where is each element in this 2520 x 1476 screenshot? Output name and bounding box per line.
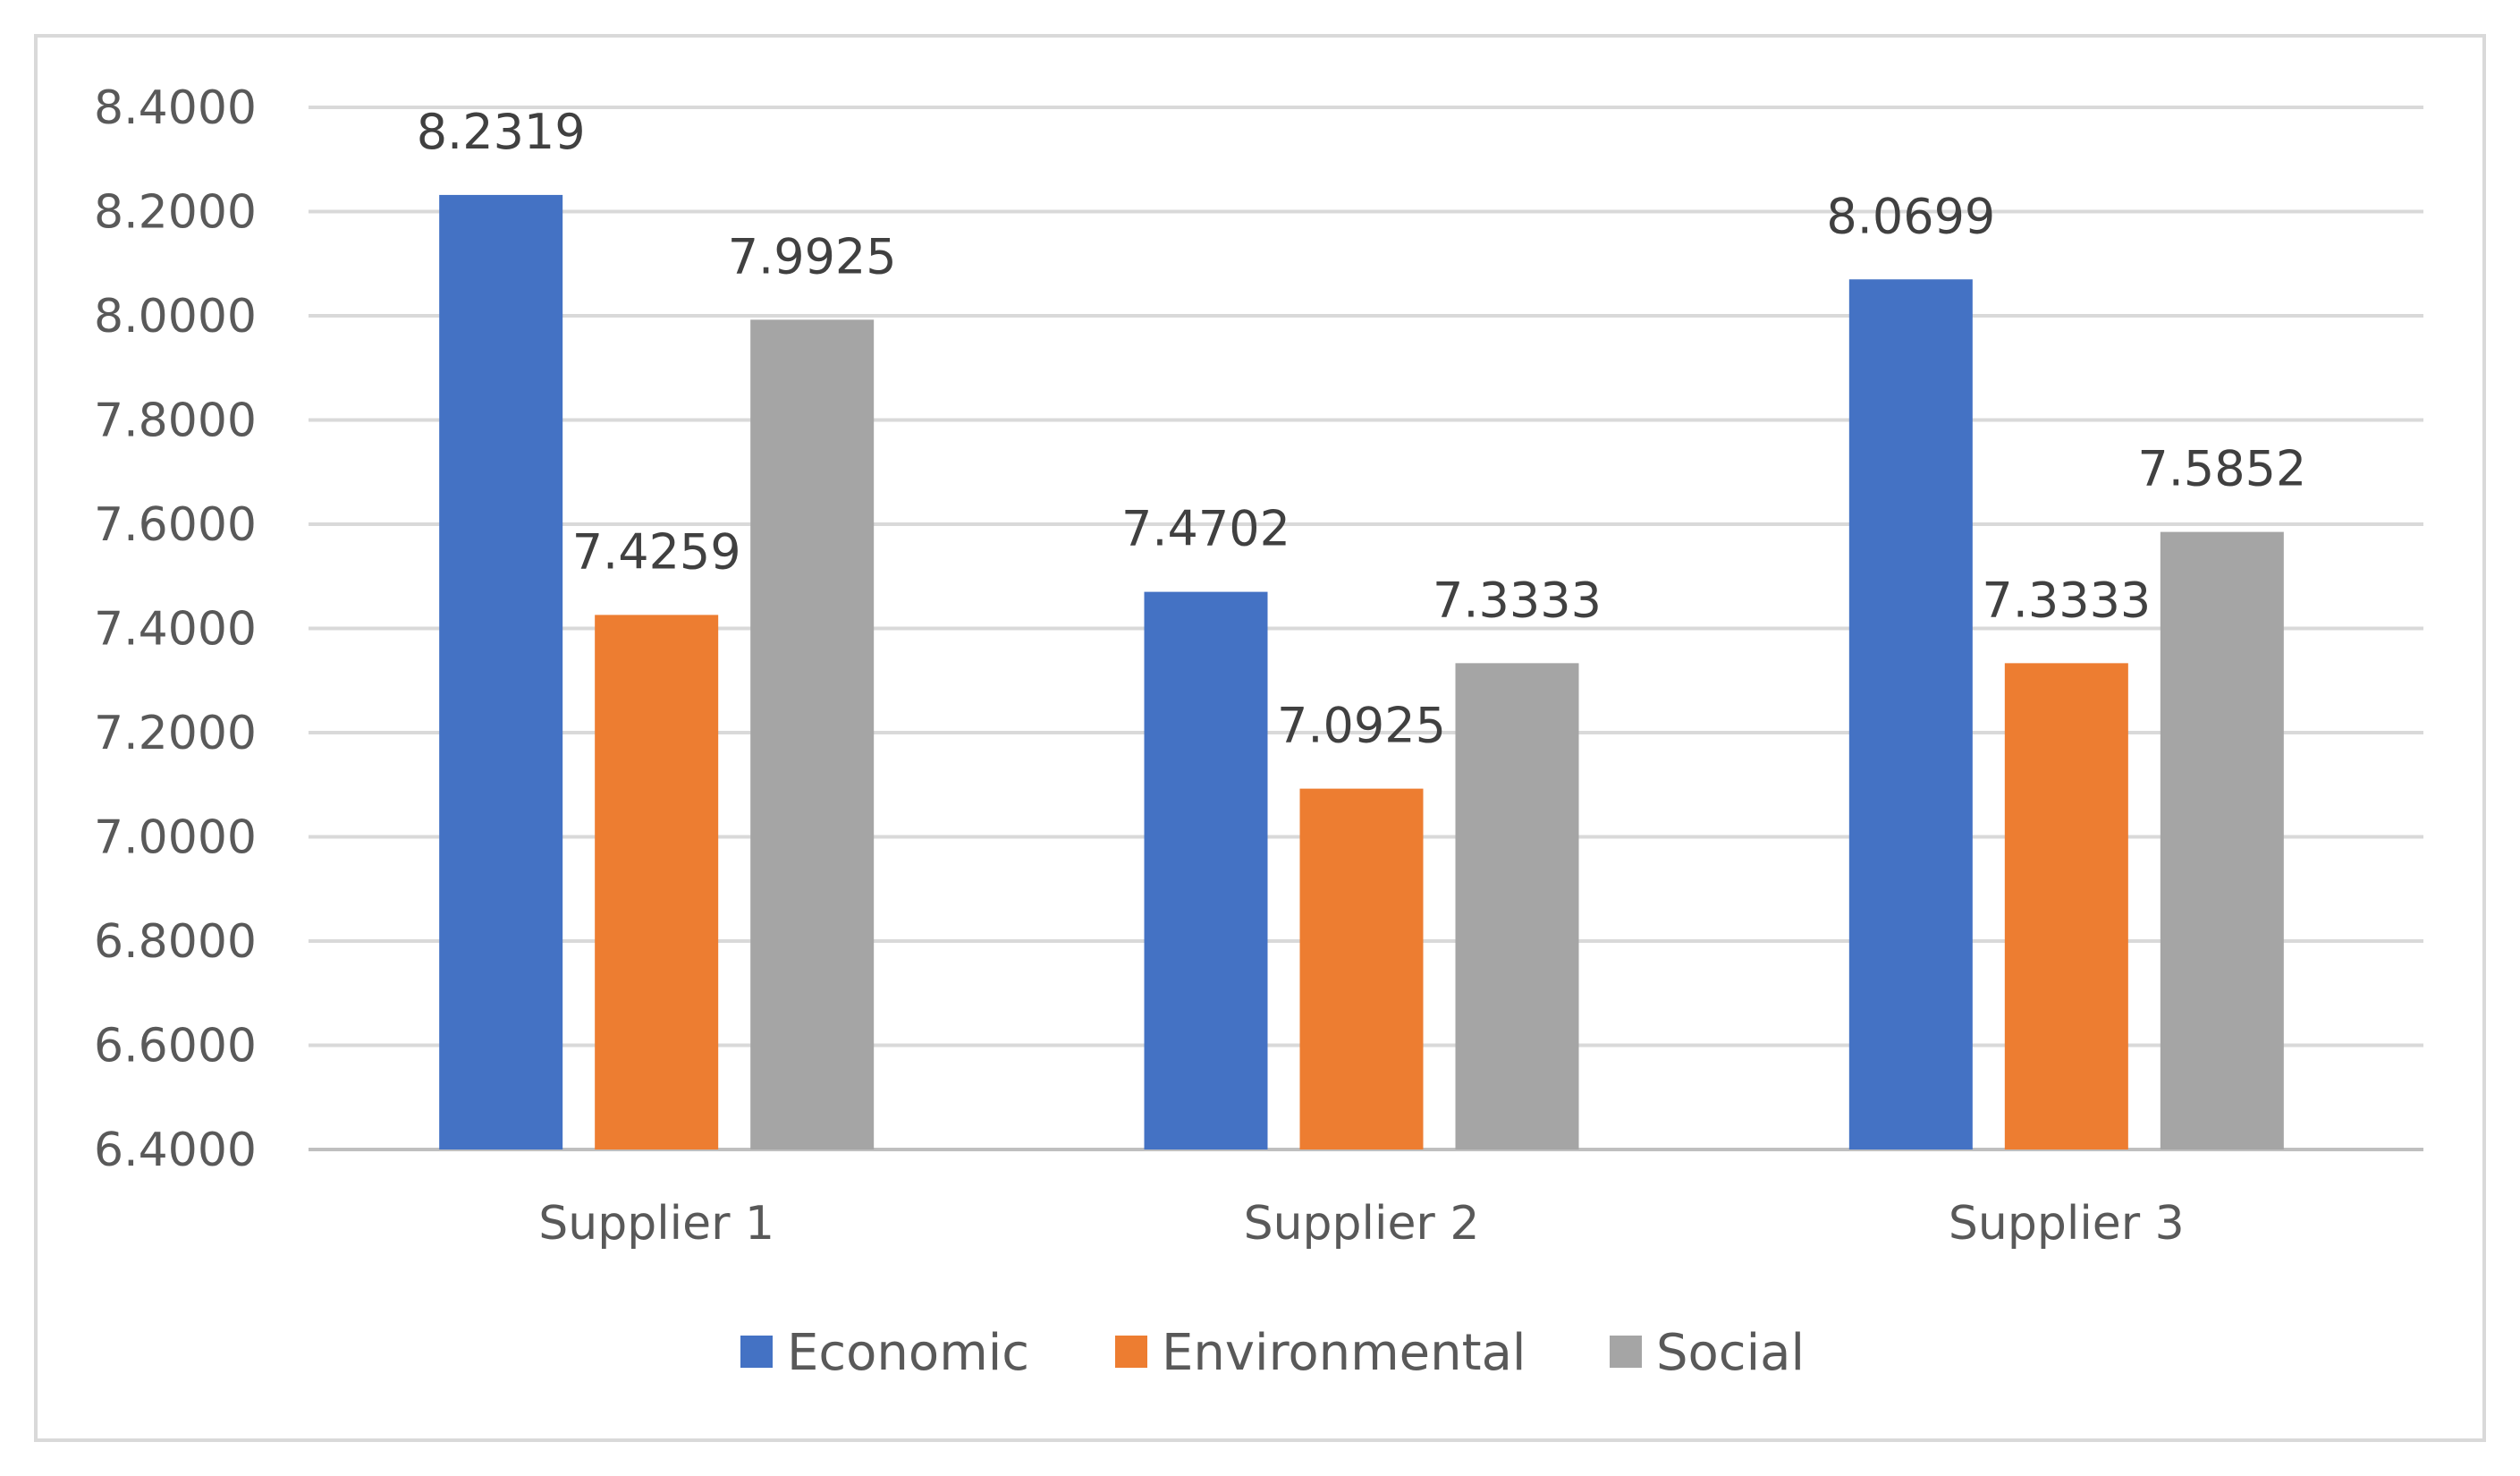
y-tick-label: 6.6000 (94, 1020, 257, 1073)
data-label-economic-3: 8.0699 (1826, 188, 1995, 244)
y-tick-label: 6.8000 (94, 915, 257, 969)
bars (439, 194, 2284, 1150)
y-axis-tick-labels: 6.4000 6.6000 6.8000 7.0000 7.2000 7.4000 7.60… (94, 81, 257, 1177)
data-label-social-2: 7.3333 (1433, 572, 1602, 628)
bar-environmental-2 (1299, 788, 1424, 1149)
legend-swatch-environmental (1115, 1336, 1147, 1368)
legend-swatch-social (1610, 1336, 1642, 1368)
x-tick-label: Supplier 3 (1949, 1197, 2185, 1251)
y-tick-label: 8.4000 (94, 81, 257, 135)
legend-label-environmental: Environmental (1162, 1324, 1526, 1382)
y-tick-label: 7.0000 (94, 811, 257, 865)
bar-social-1 (750, 319, 875, 1149)
legend-label-economic: Economic (787, 1324, 1029, 1382)
x-tick-label: Supplier 1 (538, 1197, 774, 1251)
y-tick-label: 7.8000 (94, 394, 257, 448)
bar-environmental-3 (2004, 663, 2128, 1149)
y-tick-label: 6.4000 (94, 1124, 257, 1177)
data-label-economic-2: 7.4702 (1121, 501, 1290, 557)
y-tick-label: 7.4000 (94, 603, 257, 657)
data-label-environmental-1: 7.4259 (572, 523, 741, 580)
y-tick-label: 7.2000 (94, 707, 257, 760)
y-tick-label: 8.0000 (94, 290, 257, 344)
data-label-environmental-3: 7.3333 (1982, 572, 2151, 628)
legend-swatch-economic (740, 1336, 773, 1368)
x-tick-label: Supplier 2 (1244, 1197, 1480, 1251)
bar-social-3 (2160, 531, 2284, 1149)
bar-social-2 (1455, 663, 1579, 1149)
bar-economic-2 (1144, 591, 1268, 1149)
y-tick-label: 8.2000 (94, 186, 257, 240)
bar-economic-1 (439, 194, 563, 1150)
data-labels: 8.2319 7.4259 7.9925 7.4702 7.0925 7.3333 8.06… (417, 104, 2307, 754)
data-label-social-3: 7.5852 (2137, 441, 2306, 497)
legend-label-social: Social (1656, 1324, 1805, 1382)
x-axis-tick-labels: Supplier 1 Supplier 2 Supplier 3 (538, 1197, 2185, 1251)
legend: Economic Environmental Social (740, 1324, 1805, 1382)
data-label-social-1: 7.9925 (728, 228, 897, 284)
data-label-environmental-2: 7.0925 (1277, 698, 1446, 754)
data-label-economic-1: 8.2319 (417, 104, 586, 160)
bar-economic-3 (1848, 279, 1973, 1149)
y-tick-label: 7.6000 (94, 498, 257, 552)
bar-environmental-1 (595, 615, 719, 1149)
